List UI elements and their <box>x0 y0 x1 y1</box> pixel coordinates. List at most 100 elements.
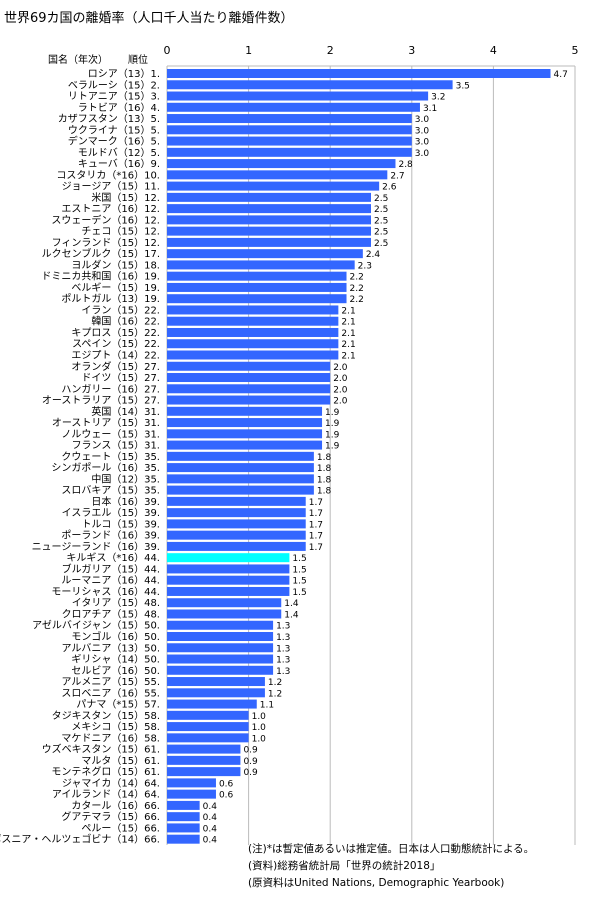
category-label: グアテマラ（15）66. <box>61 810 160 823</box>
value-label: 2.0 <box>333 374 348 384</box>
x-tick-label: 1 <box>245 44 252 57</box>
bar <box>167 170 388 180</box>
category-label: ドイツ（15）27. <box>81 372 160 384</box>
x-tick-label: 5 <box>572 44 579 57</box>
category-label: メキシコ（15）58. <box>71 721 160 733</box>
category-label: 韓国（16）22. <box>91 316 160 328</box>
value-label: 1.4 <box>284 610 299 620</box>
category-label: ペルー（15）66. <box>81 822 160 834</box>
bar <box>167 114 412 124</box>
value-label: 3.0 <box>415 149 430 159</box>
category-label: カタール（16）66. <box>71 800 160 812</box>
bar <box>167 316 339 326</box>
bar <box>167 823 200 833</box>
category-label: フィンランド（15）12. <box>52 237 160 249</box>
category-label: ポルトガル（13）19. <box>61 293 160 305</box>
bar <box>167 778 216 788</box>
bar <box>167 282 347 292</box>
value-label: 3.0 <box>415 115 430 125</box>
value-label: 3.1 <box>423 104 437 114</box>
bar <box>167 271 347 281</box>
category-label: オーストリア（15）31. <box>52 417 160 429</box>
category-label: 日本（16）39. <box>91 495 160 508</box>
category-label: ギリシャ（14）50. <box>71 654 160 666</box>
x-tick-label: 0 <box>164 44 171 57</box>
bar <box>167 744 241 754</box>
category-label: モーリシャス（16）44. <box>51 586 160 598</box>
value-label: 0.4 <box>203 813 218 823</box>
bar <box>167 643 274 653</box>
bar <box>167 632 274 641</box>
x-tick-label: 3 <box>408 44 415 57</box>
value-label: 2.3 <box>358 261 372 271</box>
category-label: 中国（12）35. <box>91 472 160 485</box>
bar <box>167 586 290 596</box>
value-label: 0.4 <box>203 824 218 834</box>
value-label: 1.7 <box>309 498 323 508</box>
category-label: ポーランド（16）39. <box>61 530 160 542</box>
value-label: 2.0 <box>333 363 348 373</box>
value-label: 3.5 <box>456 81 470 91</box>
bar <box>167 125 412 135</box>
category-label: ノルウェー（15）31. <box>61 428 160 440</box>
category-label: オランダ（15）27. <box>71 360 160 373</box>
x-tick-label: 4 <box>490 44 497 57</box>
bar <box>167 575 290 585</box>
category-label: クウェート（15）35. <box>61 451 160 463</box>
value-label: 2.0 <box>333 385 348 395</box>
category-label: カザフスタン（13）5. <box>58 113 160 125</box>
value-label: 1.5 <box>292 554 306 564</box>
bar <box>167 294 347 304</box>
category-label: アルバニア（13）50. <box>61 642 160 654</box>
category-label: イスラエル（15）39. <box>62 507 160 519</box>
bar <box>167 530 306 540</box>
note-line-2: (資料)総務省統計局「世界の統計2018」 <box>248 859 440 872</box>
value-label: 1.3 <box>276 667 290 677</box>
note-line-3: (原資料はUnited Nations, Demographic Yearboo… <box>248 876 504 889</box>
category-label: キプロス（15）22. <box>71 327 160 339</box>
header-rank: 順位 <box>128 53 148 66</box>
value-label: 2.1 <box>341 329 355 339</box>
category-label: ハンガリー（16）27. <box>61 383 160 395</box>
category-label: イラン（15）22. <box>81 304 160 316</box>
bar <box>167 812 200 822</box>
value-label: 1.8 <box>317 487 332 497</box>
bar <box>167 800 200 810</box>
category-label: タジキスタン（15）58. <box>52 710 160 722</box>
bar <box>167 384 331 394</box>
value-label: 1.3 <box>276 644 290 654</box>
value-label: 1.7 <box>309 543 323 553</box>
category-label: キューバ（16）9. <box>78 158 160 170</box>
category-label: ブルガリア（15）44. <box>62 562 160 575</box>
value-label: 0.6 <box>219 779 234 789</box>
value-label: 2.4 <box>366 250 381 260</box>
category-label: アルメニア（15）55. <box>61 676 160 688</box>
note-line-1: (注)*は暫定値あるいは推定値。日本は人口動態統計による。 <box>248 842 534 855</box>
value-label: 0.6 <box>219 791 234 801</box>
value-label: 2.2 <box>350 273 364 283</box>
bar <box>167 609 282 619</box>
bar <box>167 485 314 495</box>
value-label: 1.9 <box>325 408 340 418</box>
value-label: 2.5 <box>374 239 388 249</box>
category-label: セルビア（16）50. <box>71 665 160 677</box>
bar <box>167 305 339 315</box>
bar <box>167 361 331 371</box>
category-label: リトアニア（15）3. <box>68 91 160 103</box>
bar <box>167 260 355 270</box>
category-label: ボスニア・ヘルツェゴビナ（14）66. <box>0 833 160 846</box>
value-label: 1.2 <box>268 689 282 699</box>
value-label: 2.1 <box>341 306 355 316</box>
value-label: 1.8 <box>317 464 332 474</box>
bar <box>167 463 314 473</box>
bar <box>167 136 412 146</box>
bar <box>167 80 453 90</box>
value-label: 1.0 <box>252 723 267 733</box>
category-label: スウェーデン（16）12. <box>51 213 160 226</box>
bars <box>167 69 551 844</box>
value-label: 2.6 <box>382 183 397 193</box>
category-label: ウズベキスタン（15）61. <box>42 743 160 756</box>
bar <box>167 429 323 439</box>
category-label: オーストラリア（15）27. <box>42 395 160 407</box>
value-label: 1.7 <box>309 509 323 519</box>
